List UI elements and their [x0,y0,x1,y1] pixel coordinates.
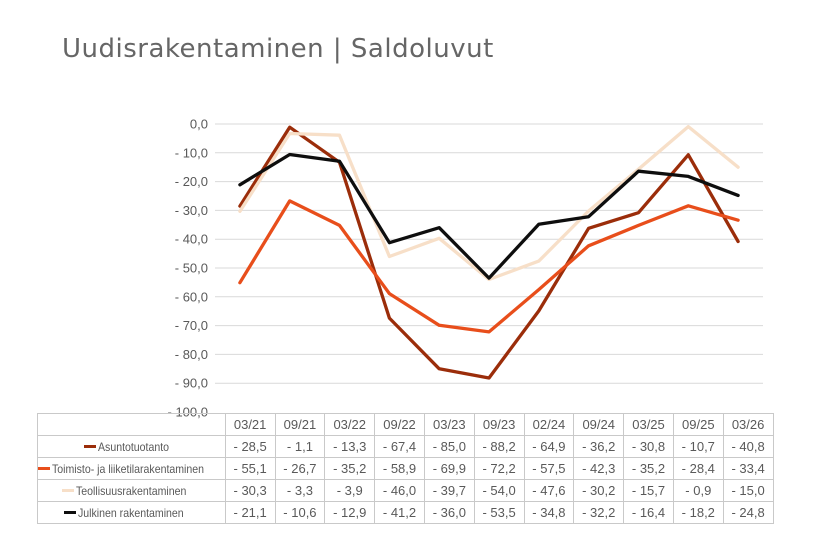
x-axis-column-header: 09/21 [274,413,326,436]
y-axis-tick-label: - 10,0 [175,145,208,160]
legend-item: Teollisuusrakentaminen [37,479,226,502]
table-cell: - 10,6 [274,501,326,524]
table-cell: - 12,9 [324,501,376,524]
table-cell: - 26,7 [274,457,326,480]
chart-title: Uudisrakentaminen | Saldoluvut [62,34,494,64]
table-cell: - 18,2 [672,501,724,524]
legend-line-swatch [64,510,77,514]
legend-item: Asuntotuotanto [37,435,226,458]
x-axis-column-header: 03/21 [224,413,276,436]
legend-line-swatch [38,466,50,470]
table-cell: - 34,8 [523,501,575,524]
table-cell: - 88,2 [473,435,525,458]
table-cell: - 1,1 [274,435,326,458]
x-axis-column-header: 09/24 [573,413,625,436]
series-line-teollisuusrakentaminen [238,124,740,282]
table-corner-cell [37,413,226,436]
table-cell: - 35,2 [623,457,674,480]
table-cell: - 30,3 [224,479,276,502]
table-cell: - 55,1 [224,457,276,480]
y-axis-tick-label: - 80,0 [175,347,208,362]
table-cell: - 30,8 [623,435,674,458]
table-cell: - 54,0 [473,479,525,502]
table-row: Julkinen rakentaminen - 21,1- 10,6- 12,9-… [37,501,774,524]
y-axis-tick-label: - 70,0 [175,318,208,333]
y-axis-tick-label: 0,0 [190,117,208,132]
table-cell: - 32,2 [573,501,625,524]
series-line-julkinen-rakentaminen [238,152,740,280]
table-cell: - 21,1 [224,501,276,524]
table-cell: - 3,3 [274,479,326,502]
table-cell: - 33,4 [722,457,774,480]
y-axis-tick-label: - 30,0 [175,203,208,218]
x-axis-column-header: 03/23 [423,413,475,436]
y-axis-tick-label: - 50,0 [175,261,208,276]
x-axis-column-header: 03/25 [623,413,674,436]
table-cell: - 28,5 [224,435,276,458]
legend-line-swatch [61,488,74,492]
table-cell: - 15,0 [722,479,774,502]
table-cell: - 64,9 [523,435,575,458]
table-cell: - 53,5 [473,501,525,524]
table-cell: - 36,0 [423,501,475,524]
table-cell: - 40,8 [722,435,774,458]
table-row: Asuntotuotanto - 28,5- 1,1- 13,3- 67,4- 8… [37,435,774,458]
table-cell: - 24,8 [722,501,774,524]
table-cell: - 39,7 [423,479,475,502]
table-cell: - 42,3 [573,457,625,480]
legend-item: Toimisto- ja liiketilarakentaminen [37,457,226,480]
table-cell: - 41,2 [374,501,425,524]
table-body: 03/21 09/21 03/22 09/22 03/23 09/23 02/24 09/24… [37,413,774,524]
series-line-asuntotuotanto [238,125,740,380]
legend-label: Asuntotuotanto [98,439,170,454]
series-line-toimisto-ja-liiketilarakentaminen [238,199,740,334]
table-cell: - 36,2 [573,435,625,458]
table-cell: - 35,2 [324,457,376,480]
x-axis-column-header: 02/24 [523,413,575,436]
table-cell: - 13,3 [324,435,376,458]
legend-label: Toimisto- ja liiketilarakentaminen [52,461,205,476]
table-row: Toimisto- ja liiketilarakentaminen - 55,1… [37,457,774,480]
y-axis-tick-label: - 90,0 [175,376,208,391]
table-cell: - 15,7 [623,479,674,502]
legend-line-swatch [84,444,96,448]
x-axis-column-header: 03/22 [324,413,376,436]
table-cell: - 16,4 [623,501,674,524]
table-cell: - 30,2 [573,479,625,502]
table-header-row: 03/21 09/21 03/22 09/22 03/23 09/23 02/24 09/24… [37,413,774,436]
table-cell: - 47,6 [523,479,575,502]
table-cell: - 28,4 [672,457,724,480]
legend-item: Julkinen rakentaminen [37,501,226,524]
table-cell: - 10,7 [672,435,724,458]
table-cell: - 0,9 [672,479,724,502]
table-cell: - 57,5 [523,457,575,480]
x-axis-column-header: 03/26 [722,413,774,436]
y-axis-tick-label: - 60,0 [175,289,208,304]
table-cell: - 58,9 [374,457,425,480]
table-cell: - 67,4 [374,435,425,458]
x-axis-column-header: 09/22 [374,413,425,436]
x-axis-column-header: 09/25 [672,413,724,436]
legend-label: Teollisuusrakentaminen [75,483,187,498]
y-axis-tick-label: - 20,0 [175,174,208,189]
legend-label: Julkinen rakentaminen [78,505,184,520]
chart-data-table: 03/21 09/21 03/22 09/22 03/23 09/23 02/24 09/24… [37,413,774,524]
table-cell: - 69,9 [423,457,475,480]
table-cell: - 3,9 [324,479,376,502]
table-row: Teollisuusrakentaminen - 30,3- 3,3- 3,9- … [37,479,774,502]
y-axis-tick-label: - 40,0 [175,232,208,247]
x-axis-column-header: 09/23 [473,413,525,436]
table-cell: - 85,0 [423,435,475,458]
table-cell: - 72,2 [473,457,525,480]
table-cell: - 46,0 [374,479,425,502]
